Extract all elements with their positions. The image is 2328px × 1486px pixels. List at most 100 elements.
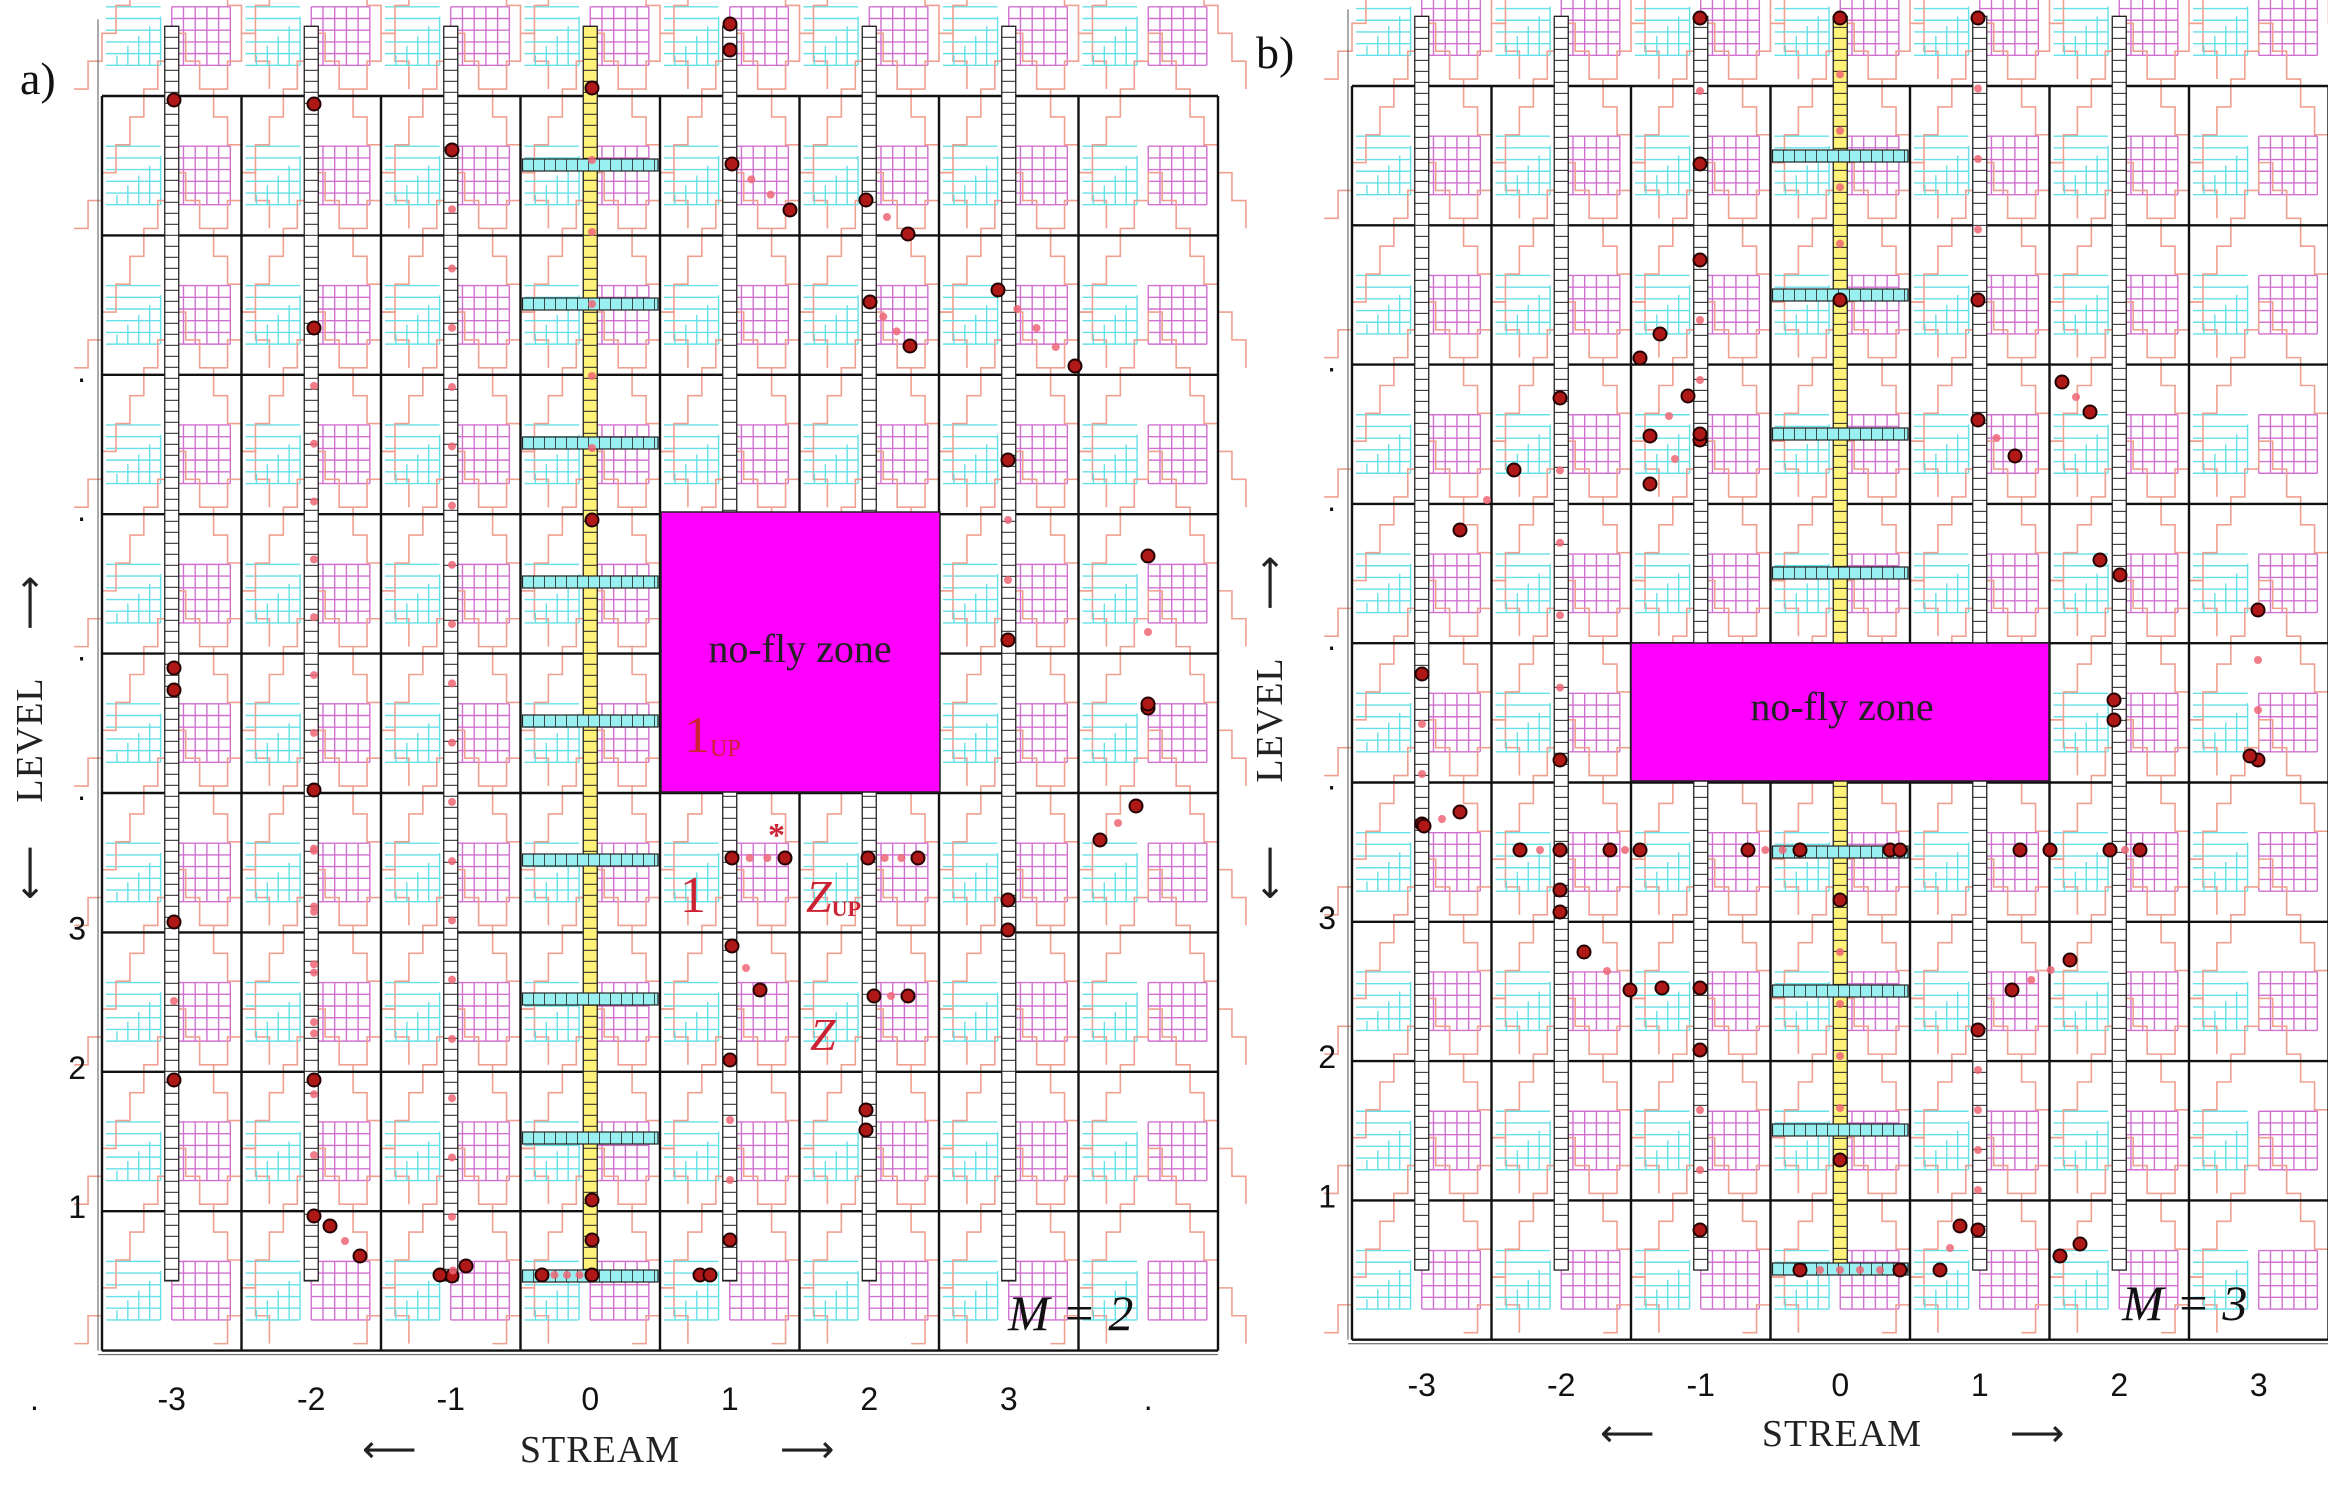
cell-pattern [2161, 997, 2328, 1195]
x-tick-label: 3 [1000, 1381, 1018, 1417]
trajectory-dot [2046, 966, 2055, 974]
trajectory-dot [702, 1267, 718, 1283]
trajectory-dot [1816, 1266, 1824, 1274]
trajectory-dot [458, 1258, 474, 1274]
trajectory-dot [448, 797, 456, 806]
trajectory-dot [1692, 980, 1708, 996]
trajectory-dot [724, 850, 740, 866]
panel-a-x-arrow-right: ⟶ [780, 1427, 834, 1471]
cell-pattern [2161, 301, 2328, 498]
panel-a-y-axis-title: LEVEL [9, 677, 51, 802]
trajectory-dot [584, 1232, 600, 1248]
trajectory-dot [1000, 922, 1016, 938]
trajectory-dot [883, 213, 891, 221]
panel-b-m-label: M = 3 [2121, 1275, 2247, 1331]
cell-pattern [1603, 1136, 1800, 1334]
trajectory-dot [910, 850, 926, 866]
trajectory-dot [1836, 183, 1844, 192]
lateral-bar [1771, 1123, 1909, 1137]
cell-pattern [911, 311, 1108, 509]
y-tick-label: 1 [68, 1189, 86, 1225]
cell-pattern [353, 0, 550, 90]
trajectory-dot [1552, 390, 1568, 406]
trajectory-dot [900, 988, 916, 1004]
trajectory-dot [584, 1192, 600, 1208]
trajectory-dot [1696, 87, 1704, 95]
y-tick-label: . [1327, 343, 1336, 379]
trajectory-dot [1876, 1266, 1884, 1274]
trajectory-dot [724, 938, 740, 954]
trajectory-dot [880, 854, 889, 862]
y-tick-label: . [77, 353, 86, 389]
trajectory-dot [166, 92, 182, 108]
trajectory-dot [1974, 155, 1982, 163]
cell-pattern [771, 0, 968, 90]
trajectory-dot [1004, 576, 1012, 584]
trajectory-dot [1452, 804, 1468, 820]
trajectory-dot [1603, 967, 1611, 975]
trajectory-dot [310, 960, 318, 969]
trajectory-dot [444, 142, 460, 158]
trajectory-dot [1836, 1266, 1844, 1274]
trajectory-dot [1622, 982, 1638, 998]
trajectory-dot [448, 857, 456, 866]
trajectory-dot [2004, 982, 2020, 998]
trajectory-dot [588, 372, 596, 380]
trajectory-dot [1970, 412, 1986, 428]
trajectory-dot [1642, 428, 1658, 444]
trajectory-dot [1438, 815, 1446, 823]
trajectory-dot [1665, 412, 1673, 420]
trajectory-dot [310, 497, 318, 506]
trajectory-dot [1970, 1022, 1986, 1038]
cell-pattern [1463, 579, 1660, 777]
trajectory-dot [724, 156, 740, 172]
trajectory-dot [1892, 1262, 1908, 1278]
trajectory-dot [1792, 1262, 1808, 1278]
trajectory-dot [306, 1072, 322, 1088]
trajectory-dot [448, 383, 456, 392]
trajectory-dot [448, 1153, 456, 1162]
trajectory-dot [726, 1116, 734, 1124]
trajectory-dot [1556, 466, 1564, 475]
x-tick-label: 3 [2250, 1367, 2268, 1403]
trajectory-dot [448, 916, 456, 925]
cell-pattern [1050, 450, 1247, 648]
trajectory-dot [1671, 455, 1679, 463]
trajectory-dot [588, 444, 596, 452]
trajectory-dot [1652, 326, 1668, 342]
trajectory-dot [448, 442, 456, 451]
y-tick-label: . [1327, 482, 1336, 518]
y-tick-label: 3 [68, 910, 86, 946]
x-tick-label: -3 [158, 1381, 186, 1417]
trajectory-dot [2012, 842, 2028, 858]
x-tick-label: 1 [721, 1381, 739, 1417]
trajectory-dot [879, 312, 888, 321]
x-tick-label: 2 [860, 1381, 878, 1417]
trajectory-dot [448, 1212, 456, 1221]
trajectory-dot [1680, 388, 1696, 404]
trajectory-dot [722, 1052, 738, 1068]
trajectory-dot [1692, 156, 1708, 172]
panel-b-x-tick-labels: -3 -2 -1 0 1 2 3 [1408, 1367, 2268, 1403]
y-tick-label: . [77, 492, 86, 528]
trajectory-dot [1836, 1104, 1844, 1112]
trajectory-dot [310, 613, 318, 622]
trajectory-dot [887, 992, 895, 1000]
trajectory-dot [1632, 842, 1648, 858]
cell-pattern [492, 0, 689, 90]
trajectory-dot [747, 175, 756, 184]
trajectory-dot [1000, 632, 1016, 648]
lateral-bar [521, 1131, 659, 1145]
trajectory-dot [1946, 1244, 1954, 1252]
trajectory-dot [1483, 496, 1491, 504]
trajectory-dot [1642, 476, 1658, 492]
x-tick-label: 0 [581, 1381, 599, 1417]
trajectory-dot [1696, 1166, 1704, 1174]
y-tick-label: 1 [1318, 1178, 1336, 1214]
trajectory-dot [448, 975, 456, 984]
trajectory-dot [782, 202, 798, 218]
trajectory-dot [1832, 892, 1848, 908]
trajectory-dot [722, 1232, 738, 1248]
trajectory-dot [777, 850, 793, 866]
cell-pattern [2161, 858, 2328, 1055]
